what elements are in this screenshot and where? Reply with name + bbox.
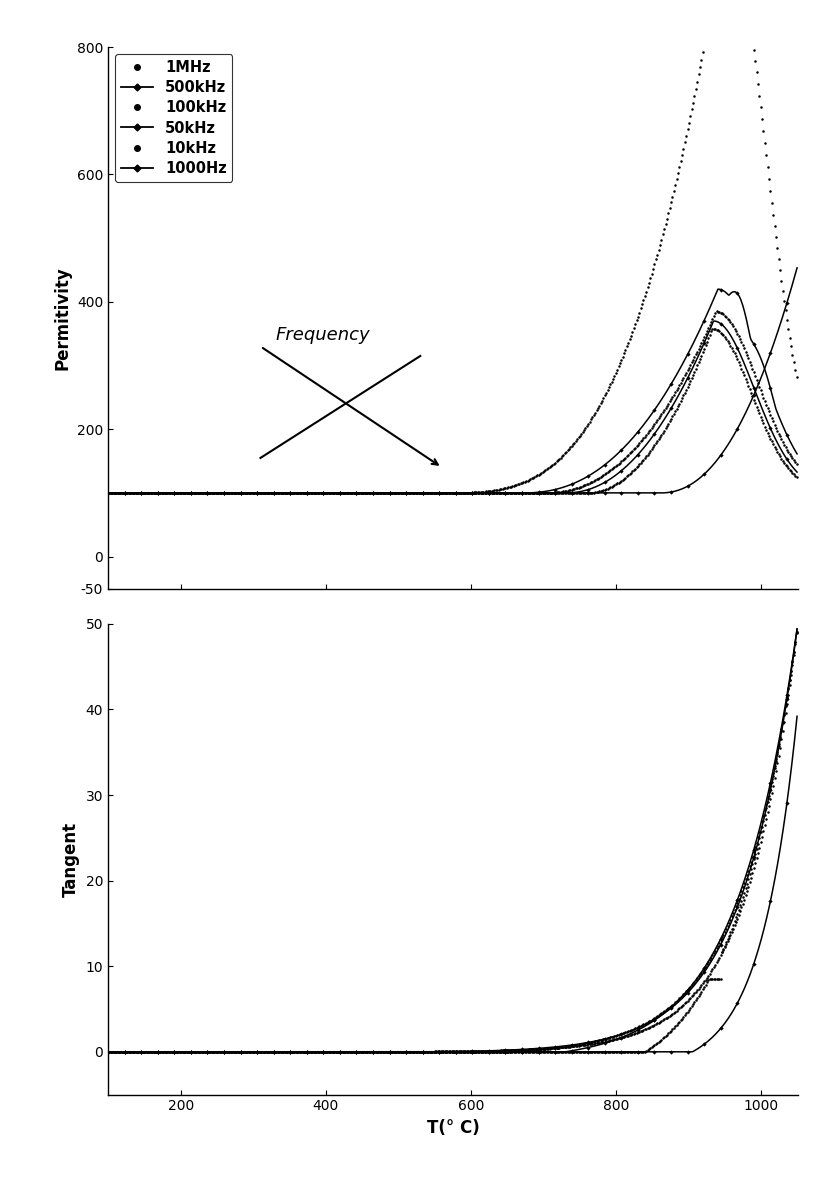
X-axis label: T(° C): T(° C) [426,1119,479,1137]
Y-axis label: Tangent: Tangent [62,822,80,897]
Legend: 1MHz, 500kHz, 100kHz, 50kHz, 10kHz, 1000Hz: 1MHz, 500kHz, 100kHz, 50kHz, 10kHz, 1000… [116,54,233,181]
Y-axis label: Permitivity: Permitivity [53,266,71,370]
Text: Frequency: Frequency [275,326,370,344]
